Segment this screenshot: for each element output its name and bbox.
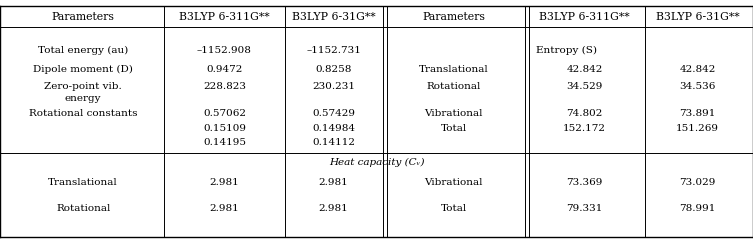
Text: Translational: Translational [419,65,489,74]
Text: Vibrational: Vibrational [425,109,483,118]
Text: 0.57062: 0.57062 [203,109,246,118]
Text: 73.029: 73.029 [679,178,716,187]
Text: Vibrational: Vibrational [425,178,483,187]
Text: 79.331: 79.331 [566,204,603,213]
Text: B3LYP 6-311G**: B3LYP 6-311G** [179,12,270,22]
Text: 152.172: 152.172 [563,123,606,133]
Text: –1152.908: –1152.908 [197,46,252,55]
Text: 2.981: 2.981 [209,178,239,187]
Text: Parameters: Parameters [422,12,485,22]
Text: 0.14195: 0.14195 [203,138,246,147]
Text: 0.8258: 0.8258 [316,65,352,74]
Text: 74.802: 74.802 [566,109,603,118]
Text: 2.981: 2.981 [209,204,239,213]
Text: Total energy (au): Total energy (au) [38,46,128,55]
Text: 78.991: 78.991 [679,204,716,213]
Text: Parameters: Parameters [52,12,114,22]
Text: Total: Total [441,204,467,213]
Text: 0.57429: 0.57429 [312,109,355,118]
Text: Dipole moment (D): Dipole moment (D) [33,65,133,74]
Text: Translational: Translational [48,178,118,187]
Text: B3LYP 6-31G**: B3LYP 6-31G** [656,12,739,22]
Text: 230.231: 230.231 [312,82,355,91]
Text: Rotational: Rotational [426,82,481,91]
Text: Zero-point vib.: Zero-point vib. [44,82,122,91]
Text: 2.981: 2.981 [319,204,349,213]
Text: energy: energy [65,94,102,103]
Text: Heat capacity (Cᵥ): Heat capacity (Cᵥ) [329,158,424,167]
Text: 228.823: 228.823 [203,82,246,91]
Text: 0.9472: 0.9472 [206,65,242,74]
Text: 34.529: 34.529 [566,82,603,91]
Text: 73.891: 73.891 [679,109,716,118]
Text: B3LYP 6-31G**: B3LYP 6-31G** [291,12,376,22]
Text: 73.369: 73.369 [566,178,603,187]
Text: 151.269: 151.269 [676,123,719,133]
Text: 0.14112: 0.14112 [312,138,355,147]
Text: 0.15109: 0.15109 [203,123,246,133]
Text: 34.536: 34.536 [679,82,716,91]
Text: 0.14984: 0.14984 [312,123,355,133]
Text: Total: Total [441,123,467,133]
Text: –1152.731: –1152.731 [306,46,361,55]
Text: 42.842: 42.842 [679,65,716,74]
Text: Rotational constants: Rotational constants [29,109,138,118]
Text: Rotational: Rotational [56,204,111,213]
Text: B3LYP 6-311G**: B3LYP 6-311G** [539,12,630,22]
Text: 42.842: 42.842 [566,65,603,74]
Text: Entropy (S): Entropy (S) [536,46,597,55]
Text: 2.981: 2.981 [319,178,349,187]
